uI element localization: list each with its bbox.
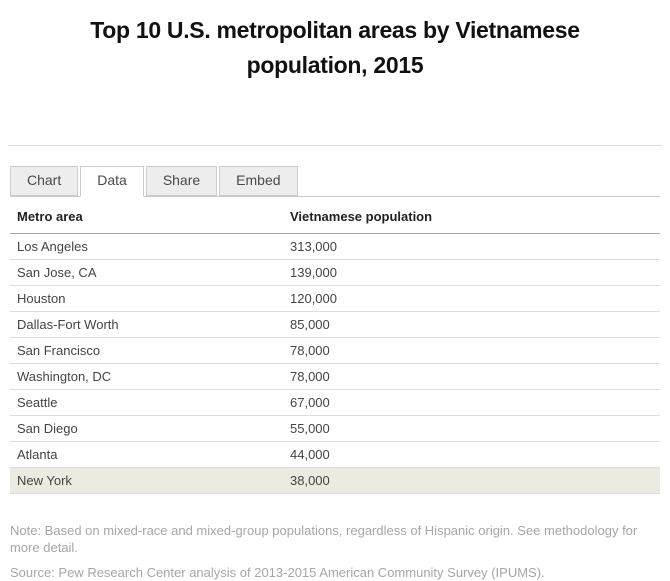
metro-area-cell: Atlanta	[10, 441, 290, 468]
population-cell: 120,000	[290, 285, 660, 312]
metro-area-cell: New York	[10, 467, 290, 494]
tab-data[interactable]: Data	[80, 166, 144, 197]
population-cell: 85,000	[290, 311, 660, 338]
population-cell: 78,000	[290, 337, 660, 364]
population-cell: 78,000	[290, 363, 660, 390]
column-header-metro-area: Metro area	[10, 197, 290, 234]
table-row: San Diego 55,000	[10, 415, 660, 442]
metro-area-cell: Washington, DC	[10, 363, 290, 390]
table-row: Seattle 67,000	[10, 389, 660, 416]
metro-area-cell: Dallas-Fort Worth	[10, 311, 290, 338]
table-row: Washington, DC 78,000	[10, 363, 660, 390]
population-cell: 38,000	[290, 467, 660, 494]
population-cell: 139,000	[290, 259, 660, 286]
metro-area-cell: San Jose, CA	[10, 259, 290, 286]
metro-area-cell: San Diego	[10, 415, 290, 442]
chart-widget: Top 10 U.S. metropolitan areas by Vietna…	[8, 17, 662, 580]
table-row: Dallas-Fort Worth 85,000	[10, 311, 660, 338]
table-header-row: Metro area Vietnamese population	[10, 197, 660, 234]
tab-chart[interactable]: Chart	[10, 166, 79, 196]
table-row: San Jose, CA 139,000	[10, 259, 660, 286]
table-row: Houston 120,000	[10, 285, 660, 312]
table-row: Los Angeles 313,000	[10, 233, 660, 260]
metro-area-cell: San Francisco	[10, 337, 290, 364]
tab-share[interactable]: Share	[145, 166, 218, 196]
note-text: Note: Based on mixed-race and mixed-grou…	[10, 523, 638, 555]
page-title: Top 10 U.S. metropolitan areas by Vietna…	[90, 17, 580, 78]
title-divider	[8, 145, 662, 146]
table-row: Atlanta 44,000	[10, 441, 660, 468]
tab-embed[interactable]: Embed	[219, 166, 298, 196]
metro-area-cell: Houston	[10, 285, 290, 312]
population-cell: 67,000	[290, 389, 660, 416]
footer: Note: Based on mixed-race and mixed-grou…	[10, 522, 660, 581]
population-cell: 44,000	[290, 441, 660, 468]
column-header-vietnamese-population: Vietnamese population	[290, 197, 660, 234]
tab-bar: Chart Data Share Embed	[10, 166, 660, 197]
data-table: Metro area Vietnamese population Los Ang…	[10, 197, 660, 494]
table-row-highlighted: New York 38,000	[10, 467, 660, 494]
population-cell: 313,000	[290, 233, 660, 260]
population-cell: 55,000	[290, 415, 660, 442]
metro-area-cell: Seattle	[10, 389, 290, 416]
metro-area-cell: Los Angeles	[10, 233, 290, 260]
table-row: San Francisco 78,000	[10, 337, 660, 364]
